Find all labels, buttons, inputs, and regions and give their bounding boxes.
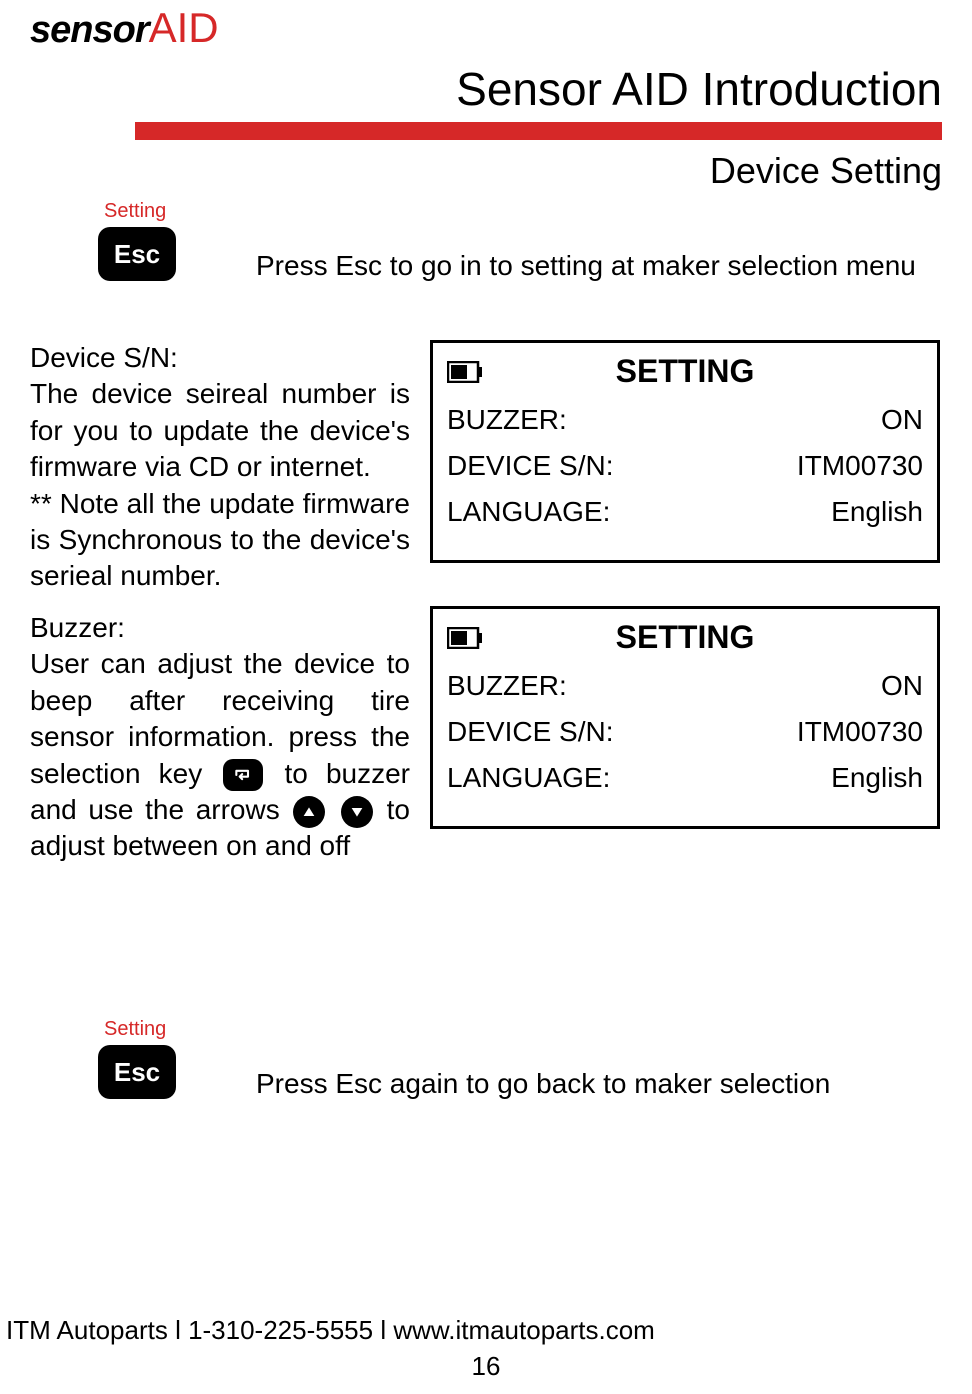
brand-logo: sensorAID	[30, 4, 219, 52]
esc-button-text: Esc	[114, 1057, 160, 1088]
arrow-up-icon	[293, 796, 325, 828]
row-value: ON	[881, 404, 923, 436]
row-value: English	[831, 496, 923, 528]
title-underline	[135, 122, 942, 140]
esc-instruction-bottom: Press Esc again to go back to maker sele…	[256, 1068, 830, 1100]
row-label: BUZZER:	[447, 670, 567, 702]
row-label: LANGUAGE:	[447, 496, 610, 528]
enter-key-icon	[223, 759, 263, 791]
esc-button-icon: Esc	[98, 1045, 176, 1099]
esc-block-top: Setting Esc	[98, 200, 176, 281]
section1-note: ** Note all the update firmware is Synch…	[30, 486, 410, 595]
esc-button-icon: Esc	[98, 227, 176, 281]
buzzer-description: Buzzer: User can adjust the device to be…	[30, 610, 410, 865]
screen-row: DEVICE S/N: ITM00730	[447, 450, 923, 482]
screen-row: BUZZER: ON	[447, 404, 923, 436]
section1-heading: Device S/N:	[30, 340, 410, 376]
logo-part2: AID	[149, 4, 219, 51]
row-value: ITM00730	[797, 716, 923, 748]
esc-instruction-top: Press Esc to go in to setting at maker s…	[256, 250, 916, 282]
esc-setting-label: Setting	[104, 1018, 176, 1041]
screen-header: SETTING	[447, 619, 923, 656]
device-sn-description: Device S/N: The device seireal number is…	[30, 340, 410, 595]
page-number: 16	[472, 1351, 501, 1382]
row-label: LANGUAGE:	[447, 762, 610, 794]
page-title: Sensor AID Introduction	[456, 62, 942, 116]
row-value: ITM00730	[797, 450, 923, 482]
arrow-down-icon	[341, 796, 373, 828]
esc-block-bottom: Setting Esc	[98, 1018, 176, 1099]
row-label: DEVICE S/N:	[447, 716, 613, 748]
screen-row: DEVICE S/N: ITM00730	[447, 716, 923, 748]
footer-text: ITM Autoparts l 1-310-225-5555 l www.itm…	[6, 1315, 655, 1346]
row-value: English	[831, 762, 923, 794]
screen-row: LANGUAGE: English	[447, 496, 923, 528]
screen-title: SETTING	[447, 353, 923, 390]
esc-setting-label: Setting	[104, 200, 176, 223]
section1-body: The device seireal number is for you to …	[30, 376, 410, 485]
row-label: DEVICE S/N:	[447, 450, 613, 482]
row-value: ON	[881, 670, 923, 702]
row-label: BUZZER:	[447, 404, 567, 436]
screen-row: BUZZER: ON	[447, 670, 923, 702]
device-screen-2: SETTING BUZZER: ON DEVICE S/N: ITM00730 …	[430, 606, 940, 829]
page-subtitle: Device Setting	[710, 150, 942, 192]
section2-body: User can adjust the device to beep after…	[30, 646, 410, 864]
section2-heading: Buzzer:	[30, 610, 410, 646]
screen-row: LANGUAGE: English	[447, 762, 923, 794]
esc-button-text: Esc	[114, 239, 160, 270]
screen-title: SETTING	[447, 619, 923, 656]
logo-part1: sensor	[30, 9, 149, 51]
device-screen-1: SETTING BUZZER: ON DEVICE S/N: ITM00730 …	[430, 340, 940, 563]
screen-header: SETTING	[447, 353, 923, 390]
